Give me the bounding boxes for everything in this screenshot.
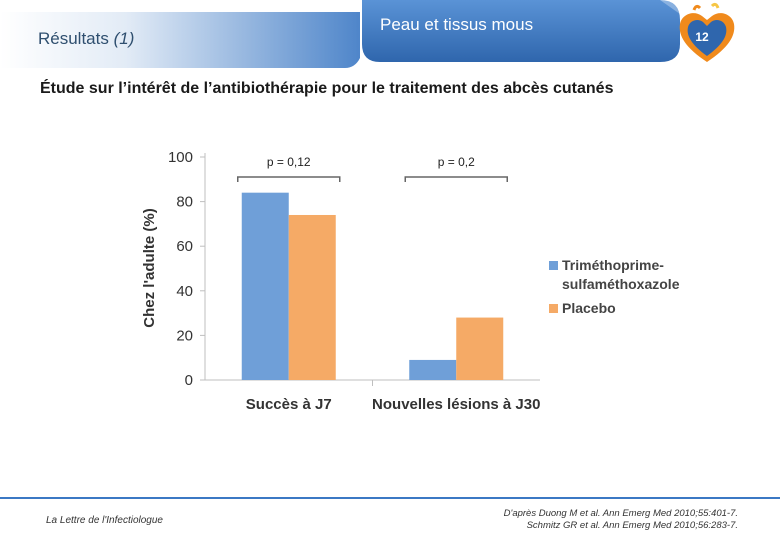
legend-label-2: Placebo (562, 300, 616, 316)
y-axis-label: Chez l'adulte (%) (141, 208, 158, 327)
section-label: Résultats (1) (38, 29, 134, 49)
legend-label-1: Triméthoprime- (562, 257, 664, 273)
significance-bracket (404, 176, 508, 182)
y-tick-label: 40 (176, 283, 193, 300)
logo-heart-icon (679, 2, 735, 62)
footer-references: D'après Duong M et al. Ann Emerg Med 201… (504, 508, 738, 532)
legend-label-1: sulfaméthoxazole (562, 276, 680, 292)
y-tick-label: 20 (176, 327, 193, 344)
reference-2: Schmitz GR et al. Ann Emerg Med 2010;56:… (526, 520, 738, 531)
bar-2-2 (456, 317, 504, 380)
bar-2-1 (288, 214, 336, 380)
y-tick-label: 0 (185, 372, 193, 389)
significance-bracket (237, 176, 341, 182)
section-number: (1) (113, 29, 135, 48)
header-bar (0, 0, 680, 68)
footer-divider (0, 497, 780, 499)
y-tick-label: 60 (176, 238, 193, 255)
x-category-label: Nouvelles lésions à J30 (372, 396, 540, 413)
p-value-label: p = 0,2 (438, 155, 475, 169)
p-value-label: p = 0,12 (267, 155, 311, 169)
tab-title: Peau et tissus mous (380, 15, 534, 34)
bar-1-2 (409, 359, 457, 380)
page-number: 12 (695, 30, 709, 44)
x-category-label: Succès à J7 (246, 396, 332, 413)
reference-1: D'après Duong M et al. Ann Emerg Med 201… (503, 508, 738, 519)
slide-subtitle: Étude sur l’intérêt de l’antibiothérapie… (40, 80, 614, 97)
legend-swatch-2 (549, 304, 558, 313)
y-tick-label: 80 (176, 194, 193, 211)
footer-journal: La Lettre de l'Infectiologue (46, 515, 163, 526)
section-prefix: Résultats (38, 29, 114, 48)
legend-swatch-1 (549, 261, 558, 270)
bar-1-1 (241, 192, 289, 380)
y-tick-label: 100 (168, 149, 193, 166)
